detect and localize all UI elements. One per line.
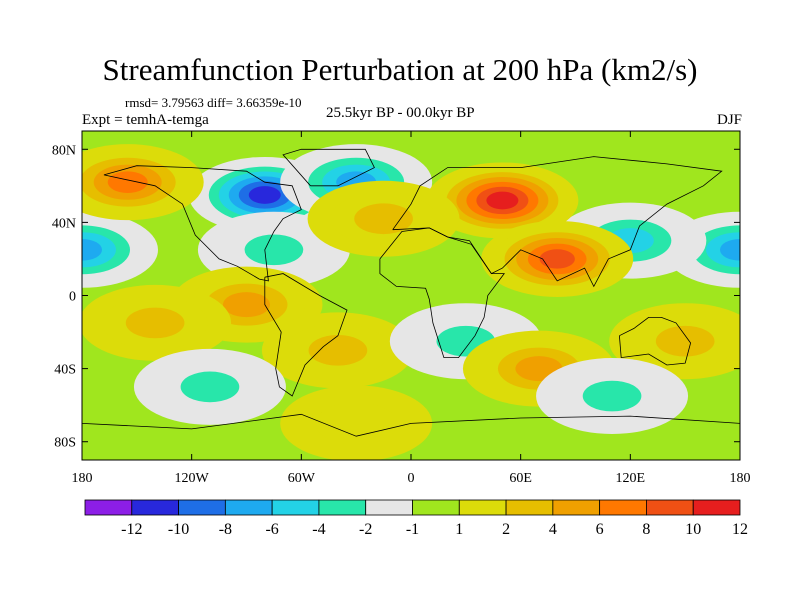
x-tick-label: 180 [72, 471, 93, 486]
field-contour [248, 186, 281, 204]
colorbar: -12 -10 -8 -6 -4 -2 -1 1 2 4 6 8 10 12 [84, 499, 748, 538]
experiment-label: Expt = temhA-temga [82, 112, 209, 128]
x-tick-label: 180 [730, 471, 751, 486]
y-tick-label: 80N [52, 143, 76, 158]
colorbar-swatch [365, 499, 413, 516]
colorbar-swatch [646, 499, 694, 516]
coastline-1 [264, 273, 348, 397]
field-center-9 [307, 180, 460, 257]
colorbar-swatch [599, 499, 647, 516]
colorbar-swatch [458, 499, 507, 516]
field-contour [244, 234, 304, 266]
colorbar-swatch [224, 499, 273, 516]
colorbar-swatch [318, 499, 367, 516]
field-center-16 [536, 358, 689, 435]
rmsd-stat-text: rmsd= 3.79563 diff= 3.66359e-10 [125, 95, 302, 110]
y-tick-label: 40N [52, 216, 76, 231]
field-contour [125, 307, 185, 339]
coastline-layer [82, 148, 740, 437]
x-tick-label: 120W [175, 471, 210, 486]
colorbar-swatch [412, 499, 460, 516]
colorbar-label: 8 [642, 521, 650, 538]
x-tick-label: 120E [616, 471, 646, 486]
colorbar-label: -4 [312, 521, 325, 538]
colorbar-swatch [84, 499, 133, 516]
colorbar-label: -2 [359, 521, 372, 538]
coastline-2 [282, 148, 375, 187]
colorbar-label: -10 [168, 521, 189, 538]
colorbar-label: 12 [732, 521, 748, 538]
axes-layer: 180 120W 60W 0 60E 120E 180 80N 40N 0 40S 80S [52, 131, 751, 486]
field-center-17 [133, 348, 286, 425]
y-tick-label: 0 [69, 290, 76, 305]
field-contour [82, 239, 102, 261]
x-tick-label: 0 [408, 471, 415, 486]
colorbar-label: 1 [455, 521, 463, 538]
field-center-12 [261, 312, 414, 389]
field-contour [223, 292, 270, 318]
coastline-6 [82, 413, 740, 437]
colorbar-swatch [505, 499, 554, 516]
colorbar-swatch [692, 499, 741, 516]
field-contour [582, 380, 642, 412]
colorbar-label: 2 [502, 521, 510, 538]
colorbar-label: 10 [685, 521, 701, 538]
field-center-8 [481, 220, 634, 297]
field-contour [486, 191, 519, 210]
period-label: 25.5kyr BP - 00.0kyr BP [326, 105, 475, 121]
x-tick-label: 60W [288, 471, 316, 486]
field-center-7 [426, 162, 579, 239]
colorbar-label: -6 [265, 521, 278, 538]
field-contour [315, 402, 398, 445]
coastline-4 [379, 227, 505, 358]
x-tick-label: 60E [509, 471, 532, 486]
field-center-18 [280, 385, 433, 460]
season-label: DJF [716, 112, 742, 128]
chart-title: Streamfunction Perturbation at 200 hPa (… [102, 52, 698, 87]
colorbar-label: -1 [406, 521, 419, 538]
field-contour [655, 325, 715, 357]
colorbar-label: 6 [596, 521, 604, 538]
colorbar-label: 4 [549, 521, 557, 538]
field-contour [107, 171, 148, 193]
colorbar-swatch [552, 499, 601, 516]
field-layer [82, 131, 740, 460]
colorbar-swatch [131, 499, 179, 516]
colorbar-label: -8 [219, 521, 232, 538]
field-center-3 [82, 211, 158, 288]
y-tick-label: 80S [54, 436, 76, 451]
field-contour [308, 335, 368, 366]
field-contour [539, 249, 575, 269]
field-contour [180, 371, 240, 403]
field-center-11 [82, 284, 232, 361]
coastline-0 [103, 165, 302, 282]
colorbar-label: -12 [121, 521, 142, 538]
y-tick-label: 40S [54, 363, 76, 378]
field-contour [720, 239, 740, 261]
colorbar-swatch [178, 499, 226, 516]
coastline-5 [619, 317, 692, 366]
colorbar-swatch [271, 499, 320, 516]
field-contour [354, 203, 413, 235]
